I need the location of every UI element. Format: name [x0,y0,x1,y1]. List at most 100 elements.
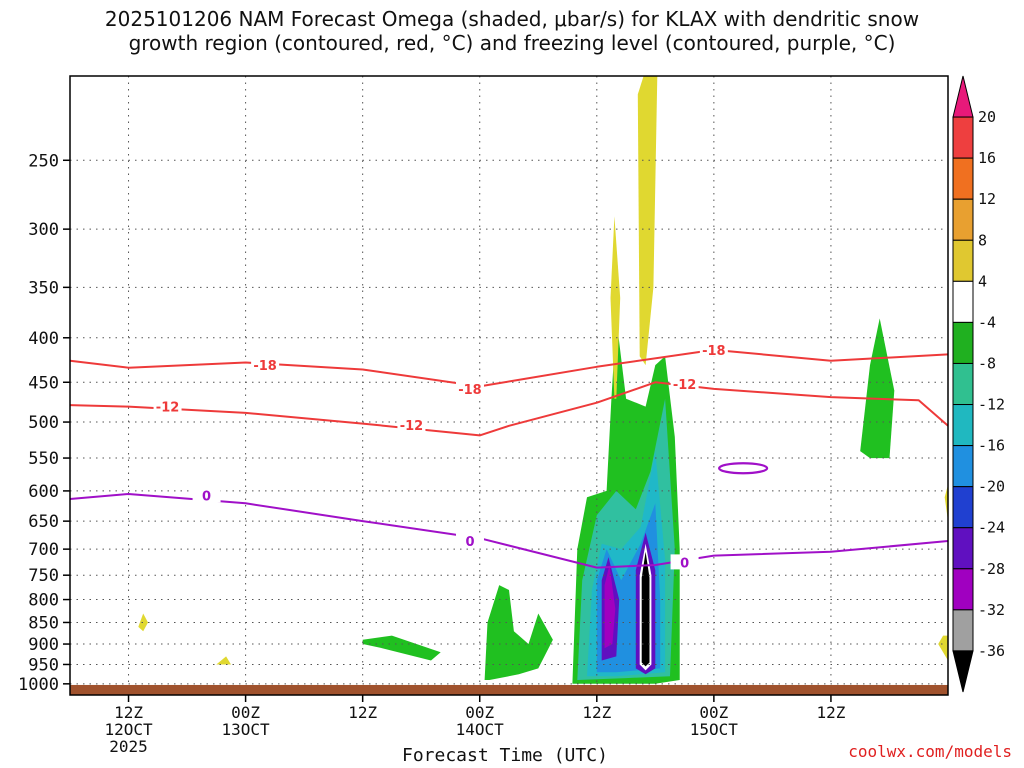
contour-lines [69,348,949,569]
contour-labels: -18 -18 -18 -12 -12 -12 0 0 0 [153,341,728,571]
contour-label-bg [670,554,699,570]
y-tick-label: 650 [28,512,59,532]
contour-label: -18 [253,359,277,374]
y-tick-label: 600 [28,482,59,502]
y-tick-label: 800 [28,591,59,611]
colorbar-label: 8 [978,231,987,249]
colorbar-swatch [952,568,974,611]
omega-patch-b [484,585,553,680]
colorbar-swatch [952,116,974,159]
x-tick-label: 12Z [816,703,845,722]
y-tick-label: 350 [28,278,59,298]
colorbar-swatch [952,404,974,447]
contour-label: -18 [702,344,726,359]
contour-line [69,348,949,388]
ground-layer [70,684,948,695]
y-tick-label: 750 [28,566,59,586]
contour-label-bg [153,398,182,414]
colorbar-arrow-top [952,75,974,118]
x-tick-label: 12Z [582,703,611,722]
colorbar: 20 16 12 8 4 -4 -8 -12 -16 -20 -24 -28 -32 -36 [952,75,1005,693]
contour-label: -12 [673,378,697,393]
y-tick-label: 300 [28,220,59,240]
y-tick-label: 400 [28,329,59,349]
colorbar-swatch [952,486,974,529]
colorbar-label: -28 [978,560,1005,578]
colorbar-swatch [952,445,974,488]
x-axis-label: Forecast Time (UTC) [402,745,608,766]
colorbar-swatch [952,239,974,282]
contour-label-bg [699,341,728,357]
x-tick-label: 14OCT [456,720,505,739]
colorbar-label: 4 [978,272,987,290]
contour-line [69,493,949,569]
contour-label: 0 [202,489,211,504]
contour-label: 0 [680,556,689,571]
y-tick-label: 550 [28,449,59,469]
y-tick-label: 450 [28,373,59,393]
colorbar-swatch [952,362,974,406]
y-tick-label: 1000 [18,675,59,695]
colorbar-label: 16 [978,149,996,167]
contour-label-bg [251,357,280,373]
plot-border [69,75,949,696]
colorbar-arrow-bottom [952,650,974,693]
contour-label-bg [455,532,484,548]
x-tick-label: 00Z [465,703,494,722]
omega-core-black [641,551,650,667]
y-axis-ticks: 2503003504004505005506006507007508008509… [18,151,70,695]
omega-patch-c [860,318,895,459]
colorbar-label: 20 [978,108,996,126]
colorbar-label: -20 [978,478,1005,496]
y-tick-label: 900 [28,635,59,655]
subsidence-dot-3 [938,635,948,661]
colorbar-label: -4 [978,313,996,331]
x-tick-label: 2025 [109,737,148,756]
x-tick-label: 12Z [348,703,377,722]
credit-link[interactable]: coolwx.com/models [848,742,1012,761]
subsidence-dot-2 [216,656,231,665]
subsidence-dot-1 [138,613,148,632]
y-tick-label: 500 [28,413,59,433]
colorbar-label: -16 [978,437,1005,455]
contour-label-bg [397,417,426,433]
contour-label: -18 [458,383,482,398]
omega-region-violet [604,565,616,649]
colorbar-label: -8 [978,354,996,372]
y-tick-label: 950 [28,655,59,675]
omega-patch-a [362,635,441,661]
contour-label-bg [670,375,699,391]
contour-label: -12 [400,419,424,434]
colorbar-label: -32 [978,601,1005,619]
x-tick-label: 13OCT [222,720,271,739]
contour-label: -12 [156,401,180,416]
subsidence-dot-4 [944,484,948,522]
y-tick-label: 850 [28,613,59,633]
x-tick-label: 12Z [114,703,143,722]
x-tick-label: 00Z [231,703,260,722]
colorbar-swatch [952,527,974,570]
y-tick-label: 250 [28,151,59,171]
colorbar-label: -12 [978,396,1005,414]
x-tick-label: 00Z [699,703,728,722]
colorbar-swatch [952,321,974,364]
contour-label-bg [455,380,484,396]
contour-label: 0 [465,535,474,550]
contour-label-bg [192,487,221,503]
contour-line [69,381,949,437]
chart-title-line1: 2025101206 NAM Forecast Omega (shaded, μ… [104,7,920,31]
colorbar-swatch [952,280,974,323]
subsidence-column-1 [610,216,621,399]
plot-frame [69,75,949,696]
colorbar-label: -24 [978,519,1005,537]
x-tick-label: 12OCT [104,720,153,739]
colorbar-label: -36 [978,642,1005,660]
chart-title-line2: growth region (contoured, red, °C) and f… [128,31,896,55]
ground-fill [70,684,948,695]
omega-shading [138,76,948,684]
freezing-level-oval [718,462,769,475]
colorbar-label: 12 [978,190,996,208]
colorbar-swatch [952,157,974,200]
